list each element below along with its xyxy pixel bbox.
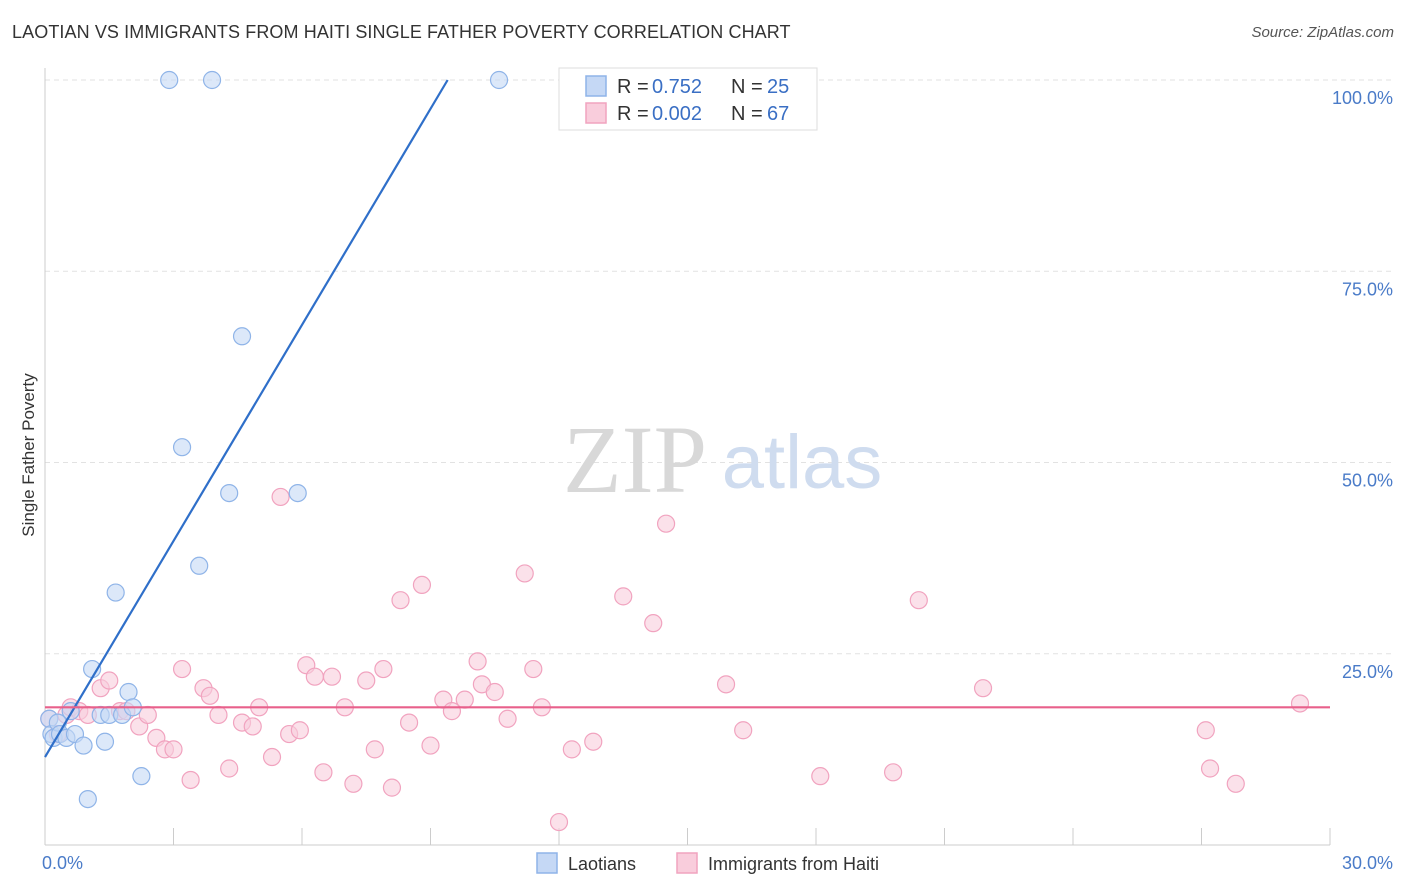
laotians-point-16 — [119, 682, 138, 702]
haiti-point-34 — [357, 671, 376, 690]
haiti-point-57 — [656, 514, 676, 533]
laotians-point-25 — [288, 484, 307, 503]
haiti-point-45 — [468, 652, 487, 671]
haiti-point-62 — [909, 591, 928, 610]
trend-lines — [44, 79, 1330, 758]
haiti-point-30 — [314, 763, 333, 782]
haiti-point-67 — [1290, 694, 1310, 713]
haiti-point-31 — [322, 667, 342, 686]
y-tick-label-1: 50.0% — [1342, 471, 1393, 491]
laotians-trend-line — [44, 79, 449, 758]
haiti-point-41 — [421, 736, 440, 755]
laotians-point-26 — [489, 70, 509, 90]
haiti-point-33 — [344, 774, 363, 793]
haiti-point-63 — [973, 679, 993, 698]
data-points — [40, 70, 1310, 832]
laotians-point-23 — [220, 484, 239, 503]
legend-bottom: Laotians Immigrants from Haiti — [536, 852, 879, 874]
legend-swatch-laotians — [585, 75, 607, 97]
grid-lines — [45, 79, 1395, 655]
haiti-point-65 — [1200, 759, 1220, 778]
haiti-point-22 — [243, 717, 262, 736]
haiti-point-35 — [365, 740, 384, 759]
haiti-point-48 — [498, 709, 517, 728]
laotians-point-20 — [172, 438, 192, 457]
laotians-point-18 — [132, 767, 151, 786]
haiti-point-19 — [209, 705, 228, 725]
haiti-point-15 — [172, 659, 192, 679]
laotians-point-21 — [190, 556, 209, 575]
haiti-point-61 — [883, 763, 903, 782]
legend-bottom-swatch-haiti — [676, 852, 698, 874]
laotians-point-8 — [74, 736, 93, 755]
haiti-point-56 — [644, 614, 663, 633]
y-tick-label-0: 25.0% — [1342, 662, 1393, 682]
haiti-point-54 — [584, 732, 603, 751]
y-tick-label-2: 75.0% — [1342, 279, 1393, 299]
haiti-point-40 — [412, 575, 432, 595]
chart-title: LAOTIAN VS IMMIGRANTS FROM HAITI SINGLE … — [12, 22, 791, 42]
haiti-point-20 — [220, 759, 239, 778]
haiti-point-38 — [391, 591, 410, 610]
haiti-point-49 — [515, 564, 534, 583]
haiti-point-53 — [562, 740, 581, 759]
haiti-point-44 — [455, 690, 474, 709]
haiti-point-55 — [614, 587, 633, 606]
haiti-point-47 — [485, 682, 504, 702]
y-tick-labels: 25.0% 50.0% 75.0% 100.0% — [1332, 88, 1393, 682]
haiti-point-59 — [734, 721, 753, 740]
haiti-point-66 — [1226, 774, 1245, 793]
haiti-point-7 — [100, 671, 119, 690]
haiti-point-52 — [549, 812, 569, 832]
haiti-point-11 — [138, 705, 157, 725]
haiti-point-25 — [271, 487, 290, 507]
haiti-point-24 — [262, 747, 282, 767]
legend-r-label-2: R = — [617, 103, 649, 125]
x-tick-labels: 0.0% 30.0% — [42, 853, 1393, 873]
haiti-point-18 — [200, 686, 220, 705]
legend-n-label-1: N = — [731, 76, 763, 98]
laotians-point-22 — [202, 70, 222, 90]
legend-r-label-1: R = — [617, 76, 649, 98]
haiti-point-16 — [181, 770, 200, 790]
legend-r-value-2: 0.002 — [652, 103, 702, 125]
source-label: Source: ZipAtlas.com — [1251, 24, 1394, 41]
legend-bottom-label-laotians: Laotians — [568, 854, 636, 874]
haiti-point-36 — [374, 659, 393, 679]
haiti-point-60 — [811, 767, 830, 786]
y-axis-label: Single Father Poverty — [19, 373, 38, 537]
laotians-point-12 — [95, 732, 115, 751]
laotians-point-19 — [160, 70, 179, 90]
legend-bottom-swatch-laotians — [536, 852, 558, 874]
watermark: ZIP atlas — [563, 406, 882, 513]
haiti-point-27 — [290, 721, 309, 740]
watermark-zip: ZIP — [563, 406, 707, 513]
legend-r-value-1: 0.752 — [652, 76, 702, 98]
haiti-point-37 — [382, 778, 402, 797]
haiti-point-39 — [399, 713, 419, 732]
x-tick-label-1: 30.0% — [1342, 853, 1393, 873]
legend-n-value-1: 25 — [767, 76, 789, 98]
watermark-atlas: atlas — [722, 420, 883, 505]
legend-swatch-haiti — [585, 102, 607, 124]
laotians-point-24 — [232, 327, 252, 346]
legend-n-value-2: 67 — [767, 103, 789, 125]
y-tick-label-3: 100.0% — [1332, 88, 1393, 108]
legend-bottom-label-haiti: Immigrants from Haiti — [708, 854, 879, 874]
legend-top: R = 0.752 N = 25 R = 0.002 N = 67 — [558, 67, 818, 131]
haiti-point-64 — [1196, 721, 1215, 740]
haiti-point-14 — [164, 740, 183, 759]
haiti-point-58 — [716, 675, 736, 694]
laotians-point-9 — [78, 789, 97, 809]
x-tick-label-0: 0.0% — [42, 853, 83, 873]
haiti-point-50 — [524, 659, 543, 679]
haiti-point-29 — [305, 667, 324, 686]
laotians-point-14 — [106, 583, 125, 602]
legend-n-label-2: N = — [731, 103, 763, 125]
